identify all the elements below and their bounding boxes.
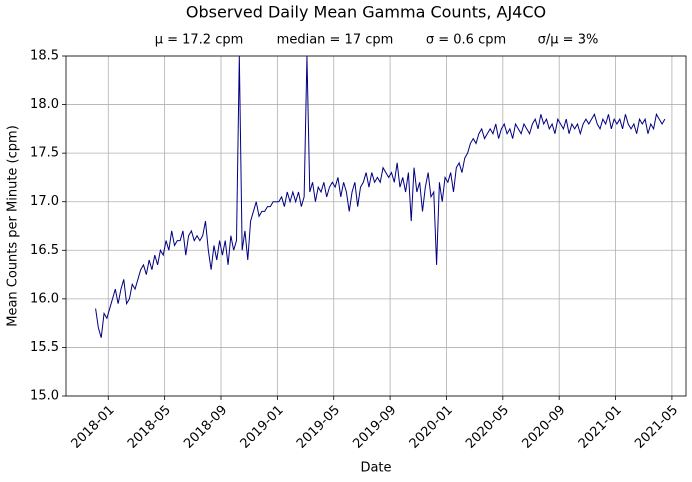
x-tick-label: 2020-01 — [407, 403, 456, 452]
x-axis-label: Date — [360, 461, 391, 476]
plot-frame — [65, 55, 687, 397]
x-tick-label: 2018-09 — [181, 403, 230, 452]
subtitle-stat: σ = 0.6 cpm — [426, 33, 506, 48]
y-axis-label: Mean Counts per Minute (cpm) — [6, 125, 21, 327]
data-line — [95, 56, 666, 338]
y-tick-label: 16.0 — [30, 291, 59, 306]
y-tick-label: 15.5 — [30, 340, 59, 355]
x-tick-label: 2021-01 — [576, 403, 625, 452]
x-tick-label: 2019-05 — [294, 403, 343, 452]
subtitle-stat: μ = 17.2 cpm — [155, 33, 244, 48]
x-tick-label: 2020-09 — [519, 403, 568, 452]
y-tick-label: 18.0 — [30, 97, 59, 112]
y-tick-label: 17.5 — [30, 146, 59, 161]
subtitle-stat: σ/μ = 3% — [538, 33, 599, 48]
x-tick-label: 2019-09 — [350, 403, 399, 452]
y-tick-label: 17.0 — [30, 194, 59, 209]
x-tick-label: 2019-01 — [238, 403, 287, 452]
chart-title: Observed Daily Mean Gamma Counts, AJ4CO — [186, 3, 546, 22]
x-tick-label: 2018-01 — [69, 403, 118, 452]
x-tick-label: 2018-05 — [125, 403, 174, 452]
x-tick-label: 2021-05 — [632, 403, 681, 452]
y-tick-label: 15.0 — [30, 389, 59, 404]
x-tick-label: 2020-05 — [463, 403, 512, 452]
y-tick-label: 18.5 — [30, 49, 59, 64]
y-tick-label: 16.5 — [30, 243, 59, 258]
subtitle-stat: median = 17 cpm — [277, 33, 394, 48]
